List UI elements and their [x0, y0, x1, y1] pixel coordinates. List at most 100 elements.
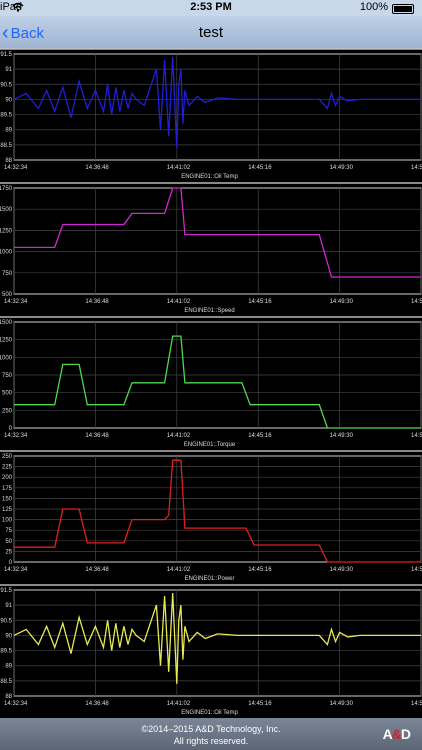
y-tick-label: 90.5	[0, 618, 12, 624]
y-tick-label: 125	[2, 507, 13, 513]
y-tick-label: 250	[2, 454, 13, 460]
chart-panel: 14:32:34 14:36:48 14:41:02 14:45:16 14:49:30…	[0, 316, 422, 448]
chart-title: ENGINE01::Torque	[184, 442, 236, 448]
x-tick-label: 14:32:34	[4, 433, 28, 439]
y-tick-label: 91.5	[0, 588, 12, 594]
y-tick-label: 1000	[0, 250, 13, 256]
x-tick-label: 14:36:48	[85, 433, 109, 439]
series-line	[14, 459, 421, 563]
chart-panel: 14:32:34 14:36:48 14:41:02 14:45:16 14:49:30…	[0, 48, 422, 180]
chart-title: ENGINE01::Oil Temp	[181, 710, 238, 716]
y-tick-label: 89	[5, 128, 12, 134]
y-tick-label: 90	[5, 97, 12, 103]
y-tick-label: 500	[2, 391, 13, 397]
y-tick-label: 90.5	[0, 82, 12, 88]
x-tick-label: 14:36:48	[85, 165, 109, 171]
x-tick-label: 14:36:48	[85, 567, 109, 573]
chart-panel: 14:32:34 14:36:48 14:41:02 14:45:16 14:49:30…	[0, 182, 422, 314]
y-tick-label: 91.5	[0, 52, 12, 58]
wifi-icon	[12, 2, 24, 15]
x-tick-label: 14:49:30	[330, 165, 354, 171]
y-tick-label: 200	[2, 475, 13, 481]
y-tick-label: 88	[5, 158, 12, 164]
y-tick-label: 89	[5, 664, 12, 670]
y-tick-label: 500	[2, 292, 13, 298]
x-tick-label: 14:49:30	[330, 299, 354, 305]
y-tick-label: 25	[5, 549, 12, 555]
back-button[interactable]: ‹ Back	[2, 21, 44, 44]
company-logo: A&D	[382, 726, 411, 742]
series-line	[14, 187, 421, 278]
status-time: 2:53 PM	[190, 1, 232, 13]
y-tick-label: 1250	[0, 338, 13, 344]
y-tick-label: 1750	[0, 186, 13, 192]
y-tick-label: 91	[5, 67, 12, 73]
y-tick-label: 1000	[0, 355, 13, 361]
x-tick-label: 14:49:30	[330, 433, 354, 439]
x-tick-label: 14:5	[411, 299, 422, 305]
x-tick-label: 14:41:02	[167, 433, 191, 439]
y-tick-label: 50	[5, 539, 12, 545]
x-tick-label: 14:5	[411, 701, 422, 707]
back-label: Back	[10, 25, 45, 42]
rights-text: All rights reserved.	[173, 736, 249, 746]
y-tick-label: 88	[5, 694, 12, 700]
x-tick-label: 14:5	[411, 165, 422, 171]
footer: ©2014–2015 A&D Technology, Inc. All righ…	[0, 718, 422, 750]
x-tick-label: 14:36:48	[85, 299, 109, 305]
x-tick-label: 14:41:02	[167, 165, 191, 171]
x-tick-label: 14:32:34	[4, 165, 28, 171]
y-tick-label: 90	[5, 633, 12, 639]
y-tick-label: 88.5	[0, 679, 12, 685]
battery-icon	[392, 4, 414, 14]
copyright-text: ©2014–2015 A&D Technology, Inc.	[141, 724, 281, 734]
x-tick-label: 14:49:30	[330, 567, 354, 573]
navigation-bar: ‹ Back test	[0, 16, 422, 49]
x-tick-label: 14:41:02	[167, 701, 191, 707]
series-line	[14, 335, 421, 429]
y-tick-label: 89.5	[0, 113, 12, 119]
x-tick-label: 14:45:16	[248, 567, 272, 573]
x-tick-label: 14:5	[411, 567, 422, 573]
y-tick-label: 250	[2, 408, 13, 414]
x-tick-label: 14:36:48	[85, 701, 109, 707]
x-tick-label: 14:32:34	[4, 567, 28, 573]
series-line	[13, 56, 421, 148]
y-tick-label: 750	[2, 271, 13, 277]
x-tick-label: 14:49:30	[330, 701, 354, 707]
chevron-left-icon: ‹	[2, 22, 9, 44]
charts-svg: 14:32:34 14:36:48 14:41:02 14:45:16 14:49:30…	[0, 48, 422, 716]
page-title: test	[198, 24, 224, 41]
y-tick-label: 225	[2, 465, 13, 471]
x-tick-label: 14:45:16	[248, 165, 272, 171]
x-tick-label: 14:45:16	[248, 299, 272, 305]
chart-panel: 14:32:34 14:36:48 14:41:02 14:45:16 14:49:30…	[0, 450, 422, 582]
series-line	[13, 592, 421, 684]
x-tick-label: 14:32:34	[4, 299, 28, 305]
status-bar: iPad 2:53 PM 100%	[0, 0, 422, 16]
y-tick-label: 750	[2, 373, 13, 379]
y-tick-label: 91	[5, 603, 12, 609]
x-tick-label: 14:41:02	[167, 567, 191, 573]
plot-frame	[13, 187, 422, 295]
y-tick-label: 75	[5, 528, 12, 534]
chart-title: ENGINE01::Speed	[184, 308, 234, 314]
charts-area: 14:32:34 14:36:48 14:41:02 14:45:16 14:49:30…	[0, 48, 422, 718]
y-tick-label: 1250	[0, 228, 13, 234]
y-tick-label: 0	[9, 560, 13, 566]
chart-panel: 14:32:34 14:36:48 14:41:02 14:45:16 14:49:30…	[0, 584, 422, 716]
y-tick-label: 88.5	[0, 143, 12, 149]
battery-label: 100%	[359, 1, 388, 13]
y-tick-label: 1500	[0, 207, 13, 213]
chart-title: ENGINE01::Oil Temp	[181, 174, 238, 180]
x-tick-label: 14:41:02	[167, 299, 191, 305]
plot-frame	[13, 53, 422, 161]
plot-frame	[13, 589, 422, 697]
y-tick-label: 150	[2, 496, 13, 502]
y-tick-label: 0	[9, 426, 13, 432]
y-tick-label: 175	[2, 486, 13, 492]
y-tick-label: 1500	[0, 320, 13, 326]
x-tick-label: 14:45:16	[248, 701, 272, 707]
x-tick-label: 14:45:16	[248, 433, 272, 439]
x-tick-label: 14:32:34	[4, 701, 28, 707]
